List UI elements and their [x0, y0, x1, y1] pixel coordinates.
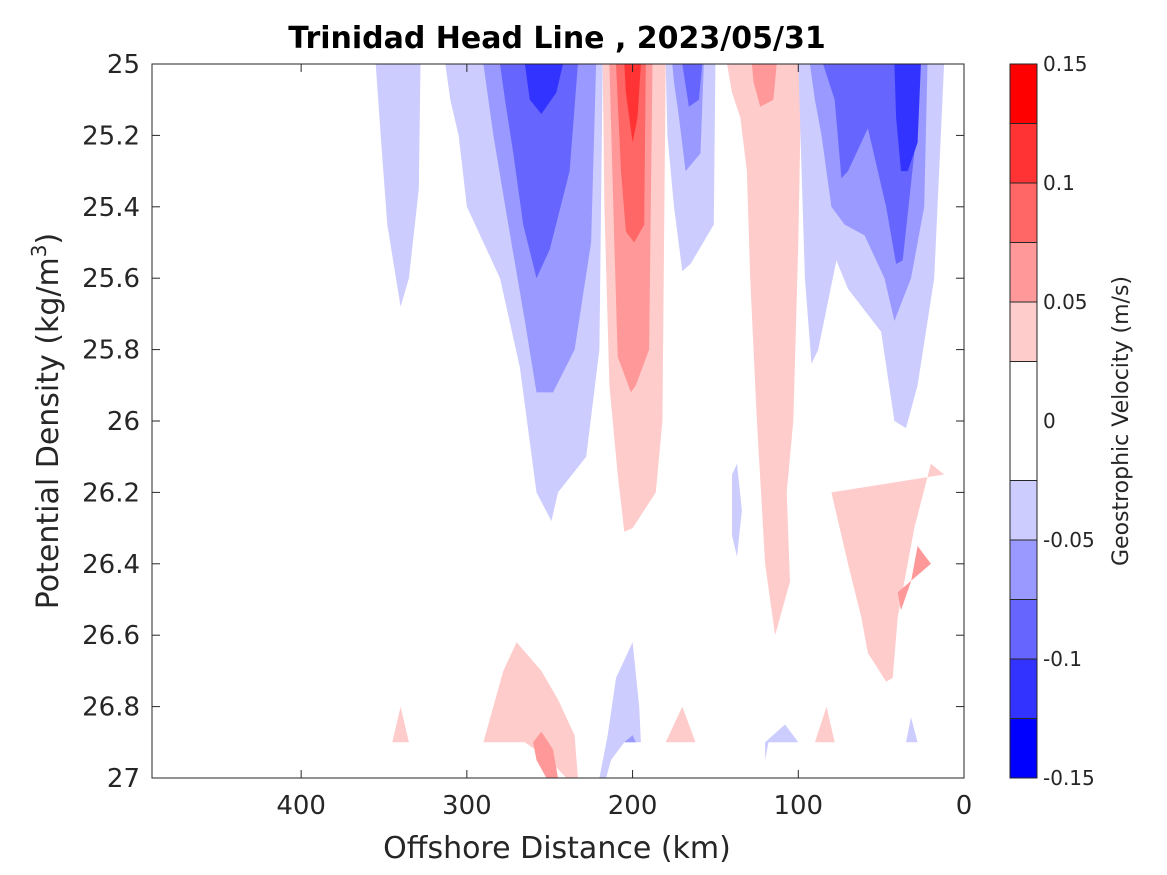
contour-region — [624, 735, 636, 743]
contour-region — [483, 642, 578, 778]
colorbar-tick-label: -0.05 — [1043, 528, 1095, 552]
y-axis-label-superscript: 3 — [27, 244, 51, 257]
chart-title: Trinidad Head Line , 2023/05/31 — [288, 21, 825, 56]
colorbar-swatch — [1010, 123, 1037, 183]
x-tick-label: 400 — [276, 791, 326, 821]
contour-region — [765, 724, 799, 761]
y-tick-label: 25.2 — [82, 121, 140, 151]
contour-fill-layer — [375, 64, 945, 778]
contour-region — [682, 64, 703, 107]
contour-region — [732, 463, 742, 557]
y-tick-label: 26 — [107, 407, 140, 437]
colorbar-border — [1009, 63, 1038, 779]
contour-region — [751, 64, 777, 107]
contour-region — [823, 64, 918, 264]
x-tick-label: 200 — [608, 791, 658, 821]
contour-region — [665, 706, 696, 743]
contour-region — [906, 717, 918, 743]
contour-region — [831, 463, 945, 682]
colorbar-swatch — [1010, 480, 1037, 540]
contour-region — [897, 546, 931, 611]
contour-region — [624, 64, 641, 143]
colorbar-swatch — [1010, 302, 1037, 362]
colorbar-swatch — [1010, 64, 1037, 124]
colorbar-tick-label: -0.1 — [1043, 647, 1082, 671]
x-tick-label: 100 — [773, 791, 823, 821]
colorbar-swatch — [1010, 659, 1037, 719]
colorbar-swatch — [1010, 361, 1037, 481]
contour-region — [894, 64, 921, 172]
x-axis-ticks: 400 300 200 100 0 — [276, 64, 972, 821]
contour-region — [392, 706, 409, 743]
colorbar-swatch — [1010, 540, 1037, 600]
colorbar-tick-label: 0 — [1043, 409, 1056, 433]
y-tick-label: 25.6 — [82, 264, 140, 294]
colorbar-swatch — [1010, 599, 1037, 659]
y-axis-label: Potential Density (kg/m3) — [27, 233, 66, 609]
y-tick-label: 27 — [107, 764, 140, 794]
colorbar-tick-label: 0.15 — [1043, 52, 1088, 76]
colorbar-tick-label: 0.1 — [1043, 171, 1075, 195]
colorbar-swatch — [1010, 718, 1037, 778]
contour-region — [533, 731, 558, 778]
contour-region — [727, 64, 802, 636]
contour-region — [665, 64, 716, 272]
x-tick-label: 300 — [442, 791, 492, 821]
contour-region — [524, 64, 563, 114]
contour-region — [814, 706, 835, 743]
colorbar-swatch — [1010, 242, 1037, 302]
y-tick-label: 26.8 — [82, 693, 140, 723]
y-axis-label-main: Potential Density (kg/m — [31, 257, 66, 609]
colorbar-swatch — [1010, 183, 1037, 243]
y-tick-label: 25 — [107, 50, 140, 80]
contour-region — [599, 642, 641, 778]
y-axis-ticks: 25 25.2 25.4 25.6 25.8 26 26.2 26.4 26.6 26.8 27 — [82, 50, 964, 794]
x-axis-label: Offshore Distance (km) — [383, 831, 731, 866]
contour-region — [500, 64, 578, 279]
y-tick-label: 25.8 — [82, 336, 140, 366]
y-tick-label: 26.4 — [82, 550, 140, 580]
contour-region — [616, 64, 646, 243]
contour-region — [375, 64, 421, 307]
y-tick-label: 25.4 — [82, 193, 140, 223]
y-tick-label: 26.6 — [82, 621, 140, 651]
colorbar: 0.15 0.1 0.05 0 -0.05 -0.1 -0.15 — [1009, 52, 1095, 790]
colorbar-tick-label: -0.15 — [1043, 766, 1095, 790]
y-axis-label-suffix: ) — [31, 233, 66, 245]
colorbar-label: Geostrophic Velocity (m/s) — [1109, 276, 1134, 566]
x-tick-label: 0 — [956, 791, 973, 821]
y-tick-label: 26.2 — [82, 478, 140, 508]
colorbar-tick-label: 0.05 — [1043, 290, 1088, 314]
